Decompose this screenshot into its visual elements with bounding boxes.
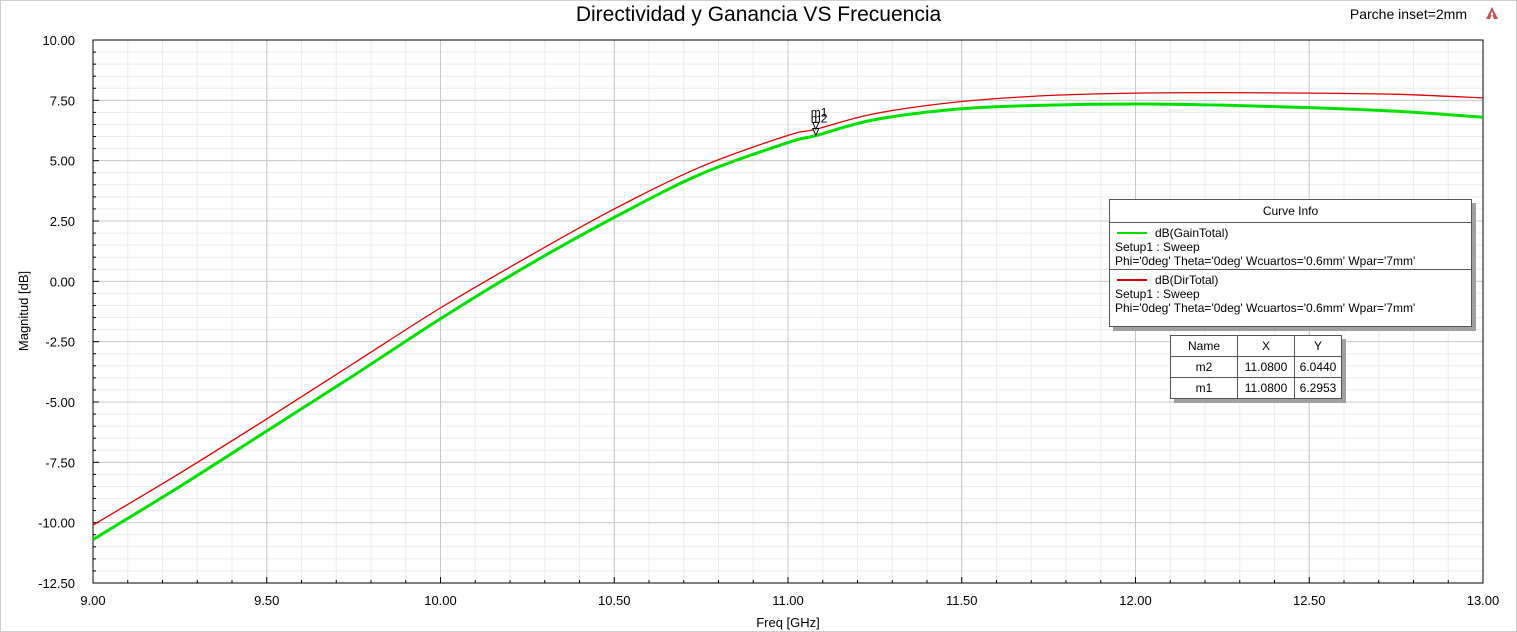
header-x: X <box>1237 335 1295 357</box>
marker-table-header: Name X Y <box>1170 335 1342 357</box>
y-tick-label: 7.50 <box>50 93 75 108</box>
x-axis-label: Freq [GHz] <box>756 615 820 630</box>
marker-table[interactable]: Name X Y m2 11.0800 6.0440 m1 11.0800 6.… <box>1170 335 1342 399</box>
x-tick-label: 10.50 <box>598 593 631 608</box>
dir-swatch <box>1117 278 1147 281</box>
legend-entry-dir[interactable]: dB(DirTotal) Setup1 : Sweep Phi='0deg' T… <box>1110 270 1471 317</box>
x-tick-label: 12.50 <box>1293 593 1326 608</box>
gain-swatch <box>1117 231 1147 234</box>
dir-series-line <box>92 91 1484 526</box>
y-tick-label: 2.50 <box>50 214 75 229</box>
y-tick-label: 0.00 <box>50 274 75 289</box>
marker-name: m2 <box>1170 356 1238 378</box>
y-tick-label: -2.50 <box>45 335 75 350</box>
axis-ticks <box>92 39 1484 584</box>
header-name: Name <box>1170 335 1238 357</box>
y-tick-label: -12.50 <box>38 576 75 591</box>
gain-series-line <box>92 102 1484 541</box>
project-tag: Parche inset=2mm <box>1349 6 1467 22</box>
marker-y: 6.2953 <box>1294 377 1342 399</box>
marker-triangle <box>812 121 820 131</box>
x-tick-label: 9.00 <box>80 593 105 608</box>
legend-params: Phi='0deg' Theta='0deg' Wcuartos='0.6mm'… <box>1115 254 1416 268</box>
x-tick-label: 11.00 <box>772 593 804 608</box>
x-tick-label: 9.50 <box>254 593 279 608</box>
x-tick-label: 10.00 <box>424 593 457 608</box>
ansys-logo-icon <box>1486 7 1498 19</box>
y-tick-labels: 10.00 7.50 5.00 2.50 0.00 -2.50 -5.00 -7.50 -10.… <box>38 33 75 591</box>
series-layer <box>92 91 1484 541</box>
marker-y: 6.0440 <box>1294 356 1342 378</box>
curve-info-legend[interactable]: Curve Info dB(GainTotal) Setup1 : Sweep … <box>1109 199 1472 327</box>
y-tick-label: 5.00 <box>50 154 75 169</box>
y-axis-label: Magnitud [dB] <box>16 271 31 351</box>
marker-x: 11.0800 <box>1237 377 1295 399</box>
x-tick-label: 12.00 <box>1119 593 1152 608</box>
marker-label: m1 <box>811 105 828 119</box>
x-tick-labels: 9.00 9.50 10.00 10.50 11.00 11.50 12.00 12.50 13… <box>80 593 1499 608</box>
legend-entry-gain[interactable]: dB(GainTotal) Setup1 : Sweep Phi='0deg' … <box>1110 223 1471 270</box>
table-row[interactable]: m1 11.0800 6.2953 <box>1170 377 1342 399</box>
legend-series-name: dB(GainTotal) <box>1155 225 1229 240</box>
legend-setup: Setup1 : Sweep <box>1115 240 1200 254</box>
x-tick-label: 11.50 <box>946 593 978 608</box>
chart-title: Directividad y Ganancia VS Frecuencia <box>575 3 942 26</box>
legend-params: Phi='0deg' Theta='0deg' Wcuartos='0.6mm'… <box>1115 301 1416 315</box>
marker-name: m1 <box>1170 377 1238 399</box>
legend-header: Curve Info <box>1110 200 1471 223</box>
y-tick-label: -10.00 <box>38 516 75 531</box>
y-tick-label: 10.00 <box>42 33 75 48</box>
legend-series-name: dB(DirTotal) <box>1155 272 1219 287</box>
header-y: Y <box>1294 335 1342 357</box>
x-tick-label: 13.00 <box>1467 593 1500 608</box>
y-tick-label: -5.00 <box>45 395 75 410</box>
legend-setup: Setup1 : Sweep <box>1115 287 1200 301</box>
marker-x: 11.0800 <box>1237 356 1295 378</box>
y-tick-label: -7.50 <box>45 455 75 470</box>
table-row[interactable]: m2 11.0800 6.0440 <box>1170 356 1342 378</box>
